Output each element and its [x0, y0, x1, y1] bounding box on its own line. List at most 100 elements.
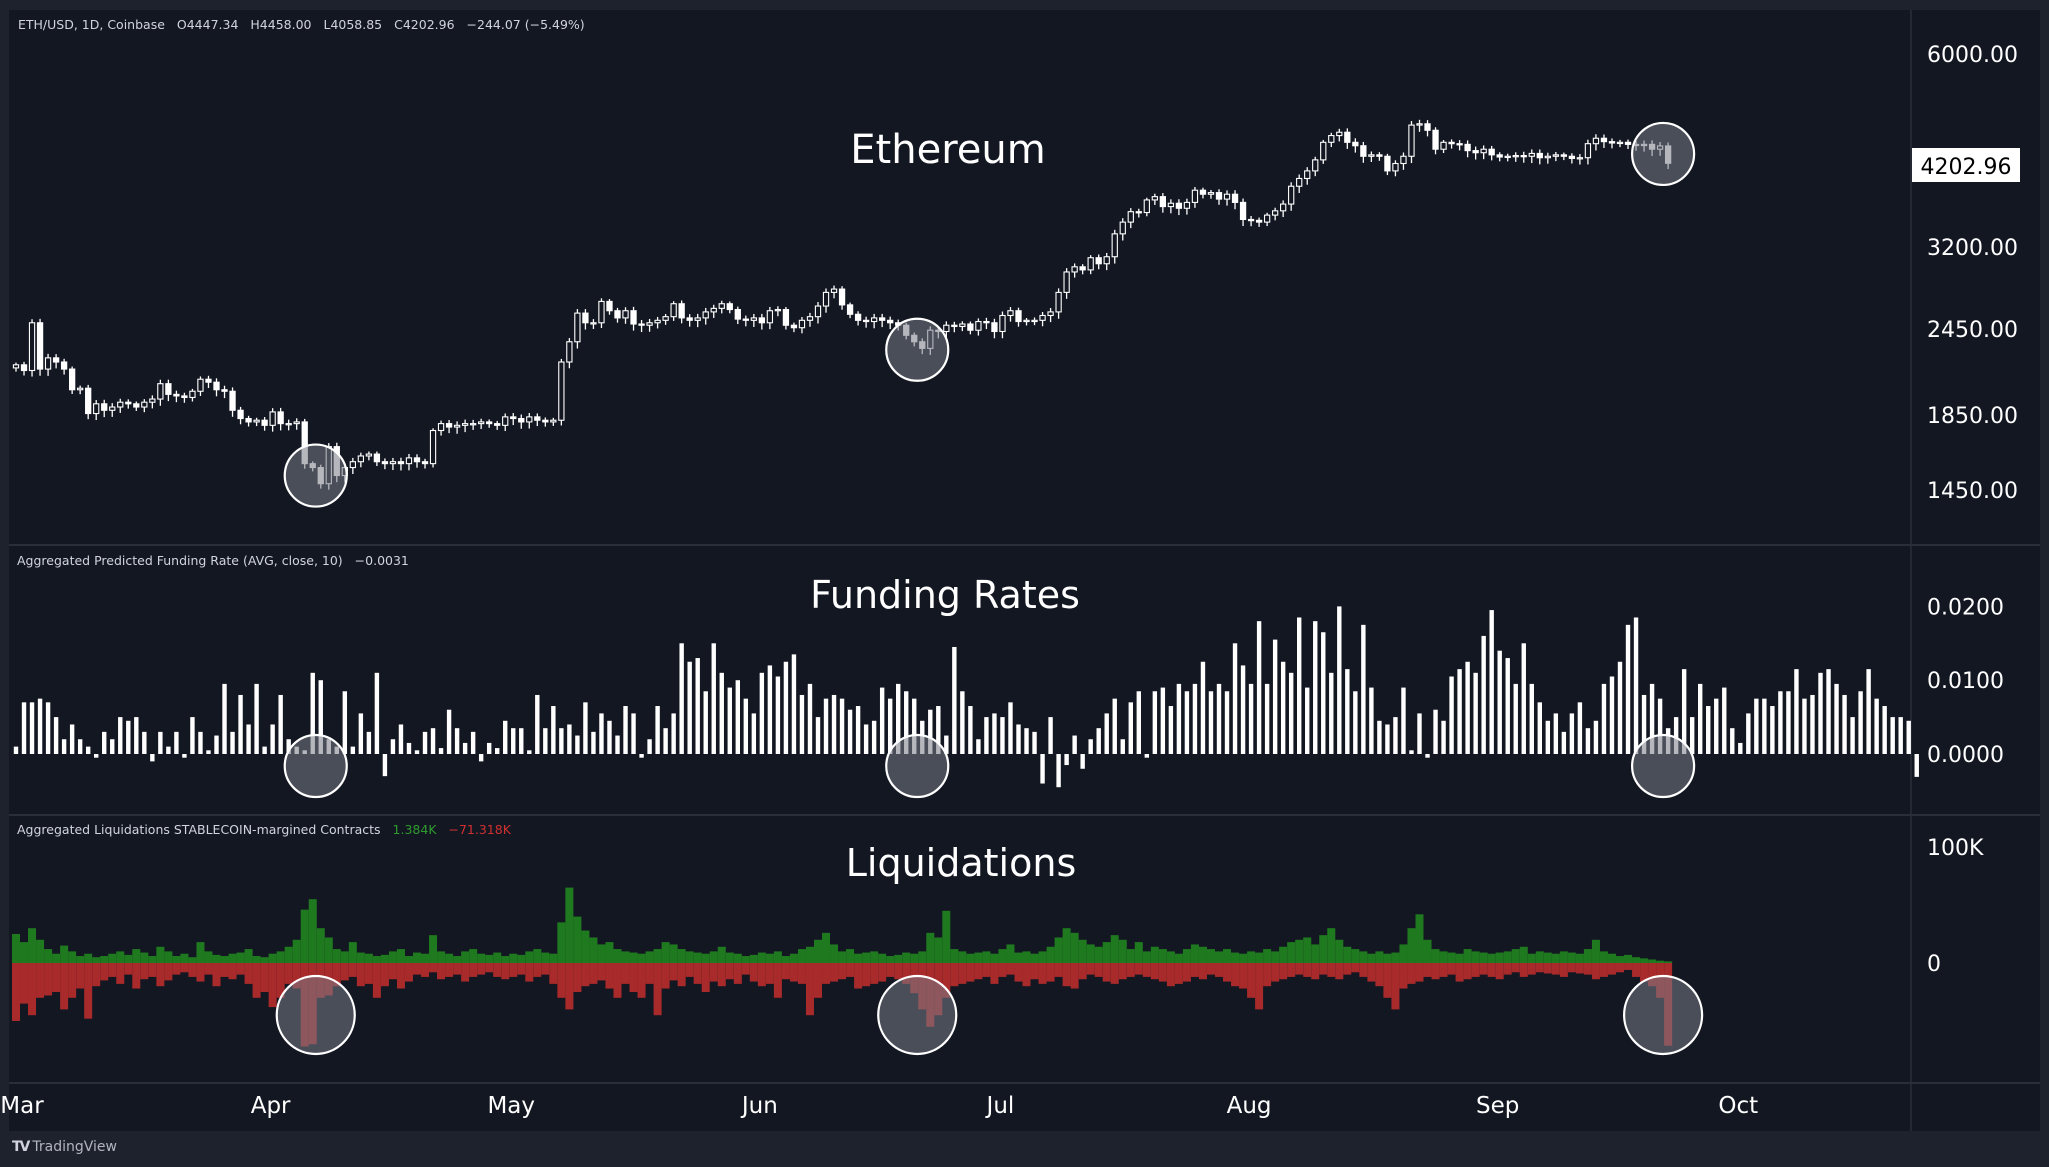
- funding-bar: [1858, 691, 1863, 754]
- long-liq-bar: [340, 963, 349, 981]
- candle-body: [1111, 233, 1118, 258]
- long-liq-bar: [1359, 963, 1368, 977]
- candle-body: [1183, 201, 1191, 209]
- candle-body: [1616, 141, 1624, 145]
- short-liq-bar: [910, 953, 919, 963]
- funding-legend[interactable]: Aggregated Predicted Funding Rate (AVG, …: [17, 553, 417, 568]
- short-liq-bar: [854, 953, 863, 963]
- funding-bar: [1297, 617, 1302, 754]
- funding-bar: [206, 750, 211, 754]
- short-liq-bar: [613, 949, 622, 963]
- long-liq-bar: [1487, 963, 1496, 977]
- funding-bar: [1834, 683, 1839, 754]
- long-liq-bar: [108, 963, 117, 977]
- short-liq-bar: [1471, 951, 1480, 963]
- long-liq-bar: [629, 963, 638, 992]
- short-liq-bar: [284, 946, 293, 963]
- short-liq-bar: [180, 953, 189, 963]
- funding-bar: [1008, 702, 1013, 754]
- short-liq-bar: [388, 951, 397, 963]
- long-liq-bar: [966, 963, 975, 982]
- short-liq-bar: [1415, 914, 1424, 963]
- short-liq-bar: [709, 951, 718, 963]
- short-liq-bar: [637, 953, 646, 963]
- funding-bar: [45, 702, 51, 754]
- short-liq-bar: [260, 957, 269, 963]
- funding-bar: [470, 731, 476, 754]
- funding-bar: [807, 683, 813, 754]
- candle-body: [1424, 123, 1431, 131]
- long-liq-bar: [1038, 963, 1047, 984]
- funding-bar: [1401, 687, 1406, 754]
- short-liq-bar: [1006, 944, 1015, 963]
- long-liq-bar: [1094, 963, 1103, 977]
- symbol-legend[interactable]: ETH/USD, 1D, Coinbase O4447.34 H4458.00 …: [18, 17, 593, 32]
- candle-body: [1520, 155, 1527, 158]
- short-liq-bar: [124, 954, 133, 963]
- candle-body: [109, 406, 116, 411]
- candle-body: [983, 320, 990, 324]
- candle-body: [189, 390, 196, 399]
- short-liq-bar: [1511, 949, 1520, 963]
- long-liq-bar: [733, 963, 742, 984]
- candle-body: [1592, 137, 1600, 145]
- candle-body: [1440, 141, 1447, 150]
- funding-bar: [1714, 698, 1719, 754]
- long-liq-bar: [1648, 963, 1657, 987]
- funding-bar: [1321, 632, 1326, 754]
- funding-bar: [1794, 669, 1799, 754]
- candle-body: [85, 387, 92, 415]
- short-liq-bar: [340, 951, 349, 963]
- long-liq-bar: [1503, 963, 1512, 975]
- candle-body: [1368, 154, 1375, 157]
- short-liq-bar: [204, 951, 213, 963]
- candle-body: [999, 314, 1006, 333]
- long-liq-bar: [1415, 963, 1424, 982]
- long-liq-bar: [1455, 963, 1464, 982]
- long-liq-bar: [1030, 963, 1039, 980]
- long-liq-bar: [1399, 963, 1408, 989]
- funding-bar: [1906, 720, 1911, 754]
- funding-bar: [246, 724, 251, 754]
- short-liq-bar: [557, 922, 566, 963]
- funding-bar: [863, 724, 869, 754]
- candle-body: [750, 317, 757, 321]
- funding-bar: [1770, 706, 1775, 754]
- price-tick-label: 1450.00: [1927, 479, 2018, 504]
- long-liq-bar: [1303, 963, 1312, 977]
- tradingview-logo-icon: TV: [12, 1139, 30, 1155]
- liq-legend[interactable]: Aggregated Liquidations STABLECOIN-margi…: [17, 822, 519, 837]
- price-tick-label: 2450.00: [1927, 318, 2018, 343]
- long-liq-bar: [469, 963, 478, 977]
- long-liq-bar: [1279, 963, 1288, 980]
- candle-body: [1376, 154, 1383, 157]
- candle-body: [60, 361, 68, 370]
- funding-bar: [1160, 687, 1166, 754]
- highlight-circle: [877, 974, 958, 1056]
- long-liq-bar: [52, 963, 61, 992]
- long-liq-bar: [284, 963, 293, 984]
- short-liq-bar: [140, 952, 149, 963]
- liq-long-value: −71.318K: [448, 822, 511, 837]
- funding-bar: [69, 724, 75, 754]
- funding-bar: [1786, 691, 1791, 754]
- candle-body: [1400, 155, 1407, 165]
- long-liq-bar: [773, 963, 782, 998]
- long-liq-bar: [140, 963, 149, 980]
- tradingview-brand[interactable]: TV TradingView: [12, 1139, 117, 1155]
- candle-body: [1600, 137, 1608, 143]
- candle-body: [1464, 143, 1471, 152]
- short-liq-bar: [1583, 949, 1592, 963]
- long-liq-bar: [749, 963, 758, 982]
- funding-bar: [238, 694, 243, 754]
- funding-bar: [1553, 713, 1559, 754]
- short-liq-bar: [749, 954, 758, 963]
- long-liq-bar: [404, 963, 413, 982]
- long-liq-bar: [1206, 963, 1215, 975]
- funding-bar: [1449, 676, 1454, 754]
- candle-body: [822, 291, 830, 307]
- short-liq-bar: [741, 956, 750, 963]
- short-liq-bar: [445, 953, 454, 963]
- short-liq-bar: [268, 953, 277, 963]
